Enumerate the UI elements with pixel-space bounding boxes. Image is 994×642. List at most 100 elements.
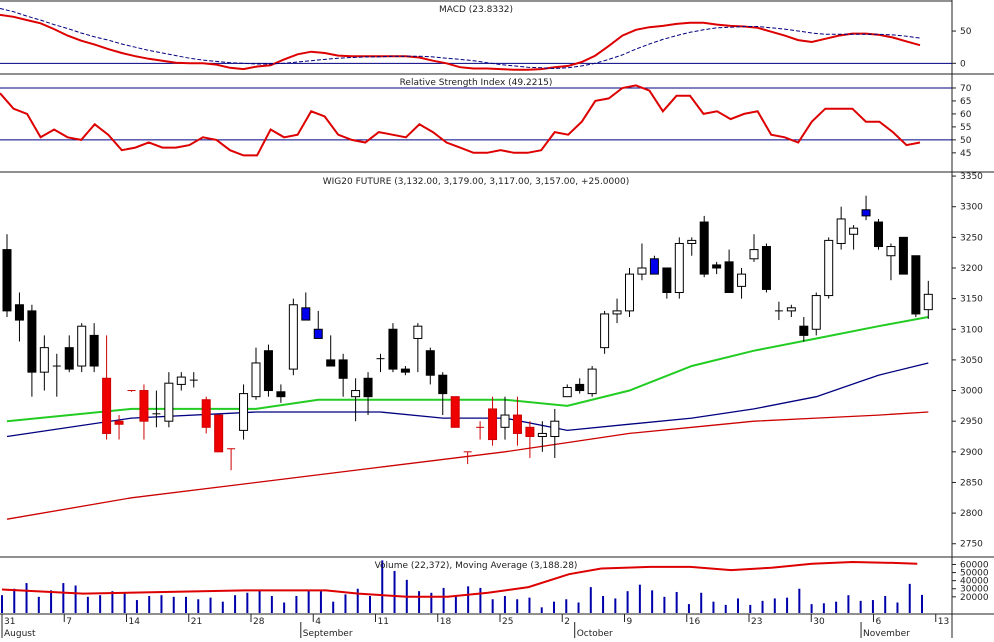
y-tick-label: 45 [960, 149, 971, 159]
y-tick-label: 3050 [960, 356, 983, 366]
candle-body [898, 236, 908, 275]
candle-body [39, 347, 49, 373]
month-label: August [4, 629, 36, 638]
candle-body [525, 426, 535, 438]
candle-body [164, 382, 174, 422]
y-tick-label: 60000 [960, 560, 989, 570]
y-tick-label: 3100 [960, 325, 983, 335]
candle-body [699, 221, 709, 275]
rsi-title: Relative Strength Index (49.2215) [400, 78, 553, 88]
candle-body [649, 258, 659, 275]
y-tick-label: 40000 [960, 577, 989, 587]
candle-body [637, 267, 647, 275]
candle-body [662, 267, 672, 293]
y-tick-label: 2800 [960, 509, 983, 519]
candle-body [351, 390, 361, 398]
candle-body [712, 264, 722, 269]
candle-body [724, 261, 734, 293]
y-tick-label: 2750 [960, 540, 983, 550]
candle-body [89, 334, 99, 367]
moving-average-ma_blue [6, 362, 929, 438]
candle-body [388, 328, 398, 370]
candle-body [326, 359, 336, 367]
y-tick-label: 3200 [960, 264, 983, 274]
y-tick-label: 2900 [960, 448, 983, 458]
candle-body [575, 383, 585, 392]
candle-body [488, 408, 498, 441]
candle-body [363, 377, 373, 398]
candle-body [587, 368, 597, 395]
x-tick-label: 30 [813, 617, 825, 627]
candle-body [761, 246, 771, 290]
x-tick-label: 2 [564, 617, 570, 627]
candle-body [550, 420, 560, 438]
y-tick-label: 3150 [960, 295, 983, 305]
candle-body [301, 307, 311, 321]
candle-body [512, 414, 522, 434]
candle-body [400, 368, 410, 373]
candle-body [201, 399, 211, 428]
candle-body [288, 304, 298, 370]
candle-body [786, 307, 796, 312]
series-line-rsi [0, 84, 921, 157]
candle-body [625, 273, 634, 312]
candle-body [139, 390, 149, 422]
y-tick-label: 50 [960, 27, 972, 37]
volume-title: Volume (22,372), Moving Average (3,188.2… [375, 561, 578, 571]
x-tick-label: 6 [876, 617, 882, 627]
x-tick-label: 11 [378, 617, 389, 627]
candle-body [176, 376, 186, 385]
macd-title: MACD (23.8332) [439, 5, 513, 15]
x-tick-label: 7 [66, 617, 72, 627]
x-tick-label: 16 [689, 617, 701, 627]
candle-body [886, 246, 896, 257]
candle-body [799, 325, 809, 336]
candle-body [849, 227, 859, 235]
candle-body [263, 350, 273, 392]
y-tick-label: 3350 [960, 172, 983, 182]
y-tick-label: 20000 [960, 593, 989, 603]
candle-body [674, 242, 684, 293]
candle-body [824, 239, 834, 297]
y-tick-label: 3000 [960, 387, 983, 397]
volume-volume_ma [1, 560, 918, 598]
x-tick-label: 13 [938, 617, 949, 627]
candle-body [64, 347, 74, 370]
candle-body [537, 432, 547, 438]
y-tick-label: 60 [960, 110, 972, 120]
candle-body [600, 313, 610, 349]
candle-body [438, 374, 448, 395]
candle-body [500, 414, 510, 428]
candle-body [214, 414, 224, 453]
candle-body [338, 359, 348, 379]
candle-body [612, 310, 622, 315]
candle-body [450, 396, 460, 428]
candle-body [811, 295, 821, 330]
macd-panel: 0 50 [0, 8, 972, 71]
x-tick-label: 18 [440, 617, 452, 627]
y-tick-label: 70 [960, 84, 972, 94]
y-tick-label: 3300 [960, 203, 983, 213]
candle-body [102, 377, 112, 434]
x-tick-label: 23 [751, 617, 762, 627]
candle-body [251, 362, 261, 398]
y-tick-label: 50000 [960, 569, 989, 579]
candle-body [911, 255, 921, 315]
moving-average-ma_green [6, 316, 929, 423]
candle-body [14, 304, 24, 321]
y-tick-label: 65 [960, 97, 971, 107]
candle-body [276, 391, 286, 398]
x-tick-label: 4 [315, 617, 321, 627]
x-tick-label: 14 [129, 617, 141, 627]
y-tick-label: 50 [960, 136, 972, 146]
candle-body [77, 325, 87, 367]
candle-body [413, 325, 423, 339]
candle-body [114, 420, 124, 425]
y-tick-label: 0 [960, 59, 966, 69]
candle-body [923, 293, 933, 311]
candle-body [425, 350, 435, 376]
moving-average-ma_red [6, 411, 929, 520]
x-axis: 31714212841118252916233061320AugustSepte… [1, 614, 949, 639]
